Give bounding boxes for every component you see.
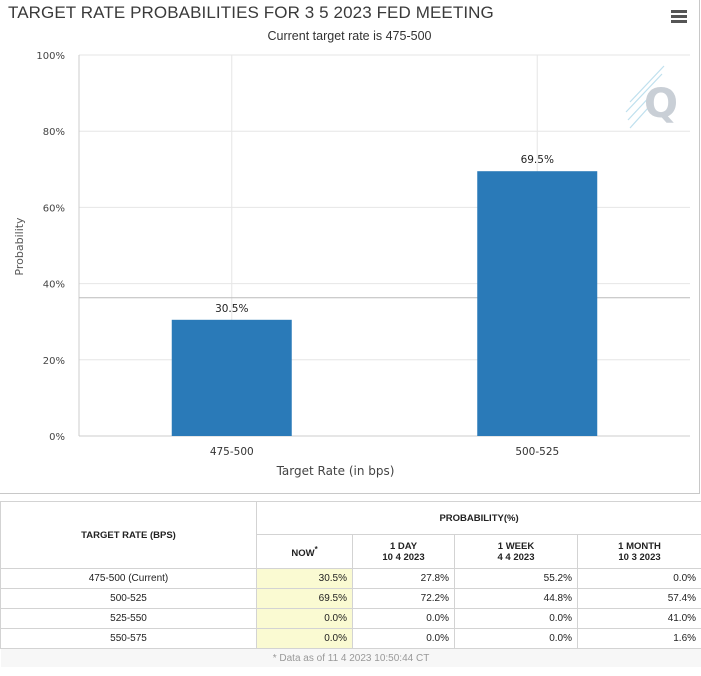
now-cell: 0.0% bbox=[256, 628, 353, 649]
watermark-letter: Q bbox=[644, 81, 678, 127]
x-tick-label: 475-500 bbox=[210, 446, 254, 458]
one-day-cell: 27.8% bbox=[352, 568, 455, 589]
now-label: NOW bbox=[291, 548, 315, 560]
bar bbox=[171, 319, 292, 436]
x-tick-label: 500-525 bbox=[515, 446, 559, 458]
y-tick-label: 0% bbox=[49, 432, 65, 443]
one-month-label: 1 MONTH bbox=[618, 540, 661, 552]
one-week-cell: 55.2% bbox=[454, 568, 578, 589]
data-timestamp-footnote: * Data as of 11 4 2023 10:50:44 CT bbox=[0, 648, 701, 667]
one-week-cell: 44.8% bbox=[454, 588, 578, 609]
probability-group-header: PROBABILITY(%) bbox=[255, 501, 701, 535]
one-month-cell: 0.0% bbox=[576, 568, 701, 589]
now-cell: 69.5% bbox=[256, 588, 353, 609]
table-row: 525-550 0.0% 0.0% 0.0% 41.0% bbox=[0, 608, 701, 629]
hamburger-menu-icon[interactable] bbox=[671, 10, 687, 24]
bar-data-label: 30.5% bbox=[215, 303, 248, 315]
rate-cell: 525-550 bbox=[0, 608, 257, 629]
one-day-cell: 0.0% bbox=[352, 628, 455, 649]
bar-chart: 0% 20% 40% 60% 80% 100% 30.5% 475-500 69.5% 500-5… bbox=[13, 51, 690, 478]
y-tick-label: 80% bbox=[43, 127, 65, 138]
one-week-date: 4 4 2023 bbox=[497, 551, 535, 563]
one-week-column-header: 1 WEEK 4 4 2023 bbox=[454, 534, 578, 569]
rate-cell: 550-575 bbox=[0, 628, 257, 649]
one-month-column-header: 1 MONTH 10 3 2023 bbox=[576, 534, 701, 569]
y-axis-title: Probability bbox=[13, 217, 26, 276]
table-row: 550-575 0.0% 0.0% 0.0% 1.6% bbox=[0, 628, 701, 649]
y-tick-label: 40% bbox=[43, 280, 65, 291]
one-day-column-header: 1 DAY 10 4 2023 bbox=[352, 534, 455, 569]
y-tick-label: 100% bbox=[36, 51, 65, 62]
now-cell: 30.5% bbox=[256, 568, 353, 589]
y-tick-label: 20% bbox=[43, 356, 65, 367]
bar-data-label: 69.5% bbox=[521, 154, 554, 166]
probability-table-panel: TARGET RATE (BPS) PROBABILITY(%) NOW* 1 … bbox=[0, 501, 701, 676]
bar bbox=[477, 171, 598, 436]
now-cell: 0.0% bbox=[256, 608, 353, 629]
table-row: 500-525 69.5% 72.2% 44.8% 57.4% bbox=[0, 588, 701, 609]
one-day-cell: 0.0% bbox=[352, 608, 455, 629]
chart-title: TARGET RATE PROBABILITIES FOR 3 5 2023 F… bbox=[8, 3, 494, 22]
chart-panel: TARGET RATE PROBABILITIES FOR 3 5 2023 F… bbox=[0, 0, 700, 494]
now-column-header: NOW* bbox=[256, 534, 353, 569]
watermark-logo-icon: Q bbox=[625, 65, 678, 129]
now-footnote-marker: * bbox=[314, 544, 318, 554]
one-day-label: 1 DAY bbox=[389, 540, 418, 552]
one-month-cell: 57.4% bbox=[576, 588, 701, 609]
one-day-date: 10 4 2023 bbox=[382, 551, 425, 563]
one-week-label: 1 WEEK bbox=[497, 540, 535, 552]
target-rate-column-header: TARGET RATE (BPS) bbox=[0, 501, 257, 569]
y-tick-label: 60% bbox=[43, 203, 65, 214]
one-month-cell: 41.0% bbox=[576, 608, 701, 629]
rate-cell: 500-525 bbox=[0, 588, 257, 609]
x-axis-title: Target Rate (in bps) bbox=[276, 464, 395, 478]
chart-subtitle: Current target rate is 475-500 bbox=[267, 29, 432, 43]
one-week-cell: 0.0% bbox=[454, 628, 578, 649]
rate-cell: 475-500 (Current) bbox=[0, 568, 257, 589]
one-month-cell: 1.6% bbox=[576, 628, 701, 649]
table-row: 475-500 (Current) 30.5% 27.8% 55.2% 0.0% bbox=[0, 568, 701, 589]
one-month-date: 10 3 2023 bbox=[618, 551, 661, 563]
one-week-cell: 0.0% bbox=[454, 608, 578, 629]
probability-table: TARGET RATE (BPS) PROBABILITY(%) NOW* 1 … bbox=[0, 501, 701, 667]
one-day-cell: 72.2% bbox=[352, 588, 455, 609]
